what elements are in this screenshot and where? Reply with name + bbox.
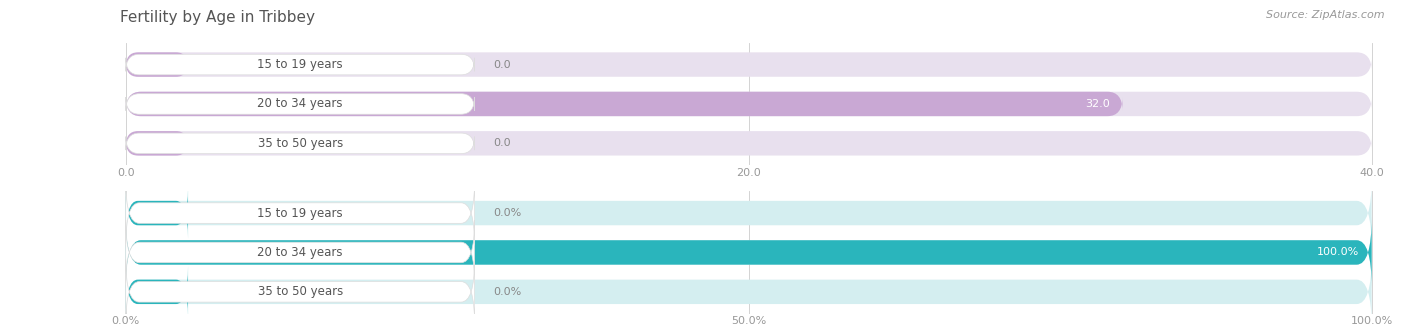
Text: 0.0%: 0.0%: [494, 287, 522, 297]
FancyBboxPatch shape: [125, 187, 188, 239]
FancyBboxPatch shape: [125, 54, 475, 75]
FancyBboxPatch shape: [125, 52, 188, 77]
Text: Fertility by Age in Tribbey: Fertility by Age in Tribbey: [120, 10, 315, 25]
FancyBboxPatch shape: [125, 178, 1372, 248]
Text: 0.0: 0.0: [494, 138, 510, 148]
Text: 100.0%: 100.0%: [1317, 248, 1360, 257]
Text: 32.0: 32.0: [1085, 99, 1109, 109]
FancyBboxPatch shape: [125, 217, 1372, 287]
FancyBboxPatch shape: [125, 92, 1372, 116]
FancyBboxPatch shape: [125, 52, 1372, 77]
FancyBboxPatch shape: [125, 220, 475, 285]
FancyBboxPatch shape: [125, 131, 1372, 155]
FancyBboxPatch shape: [125, 260, 475, 324]
FancyBboxPatch shape: [125, 92, 1122, 116]
Text: 35 to 50 years: 35 to 50 years: [257, 285, 343, 298]
FancyBboxPatch shape: [125, 94, 475, 114]
Text: 20 to 34 years: 20 to 34 years: [257, 97, 343, 111]
Text: 35 to 50 years: 35 to 50 years: [257, 137, 343, 150]
Text: 15 to 19 years: 15 to 19 years: [257, 207, 343, 219]
Text: 0.0%: 0.0%: [494, 208, 522, 218]
FancyBboxPatch shape: [125, 133, 475, 153]
FancyBboxPatch shape: [125, 266, 188, 317]
Text: 0.0: 0.0: [494, 59, 510, 70]
Text: Source: ZipAtlas.com: Source: ZipAtlas.com: [1267, 10, 1385, 20]
FancyBboxPatch shape: [125, 257, 1372, 327]
FancyBboxPatch shape: [125, 217, 1372, 287]
Text: 20 to 34 years: 20 to 34 years: [257, 246, 343, 259]
FancyBboxPatch shape: [125, 131, 188, 155]
FancyBboxPatch shape: [125, 181, 475, 245]
Text: 15 to 19 years: 15 to 19 years: [257, 58, 343, 71]
